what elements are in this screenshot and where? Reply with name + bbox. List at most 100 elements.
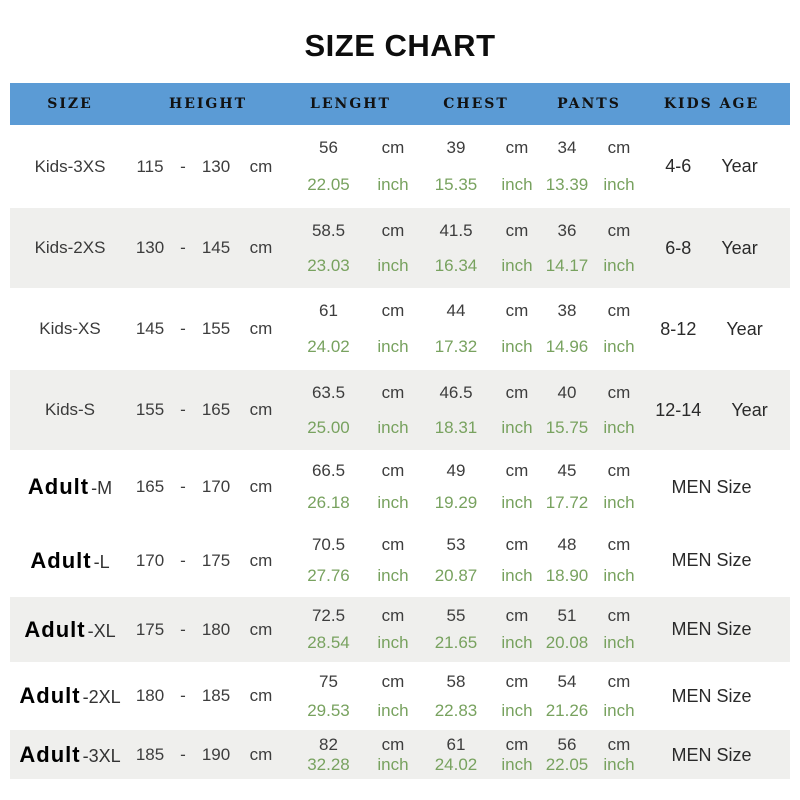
chest-inch-unit: inch: [501, 255, 533, 275]
length-cm-value: 70.5: [311, 534, 346, 554]
length-inch-value: 25.00: [307, 417, 350, 437]
height-range-dash: -: [180, 400, 186, 419]
age-value: MEN Size: [671, 550, 752, 570]
height-min-value: 115: [136, 156, 164, 176]
length-inch-value: 22.05: [307, 174, 350, 194]
pants-inch-value: 13.39: [545, 174, 589, 194]
length-cm-unit: cm: [381, 382, 405, 402]
chest-inch-value: 17.32: [434, 337, 478, 356]
height-min-value: 155: [135, 400, 165, 419]
chest-inch-value: 16.34: [434, 255, 478, 275]
chest-cm-unit: cm: [505, 605, 529, 625]
height-range-dash: -: [180, 319, 186, 338]
height-min-value: 165: [135, 477, 165, 496]
age-cell: MEN Size: [641, 477, 782, 498]
chest-inch-value: 19.29: [434, 493, 478, 512]
length-cm-value: 61: [319, 301, 338, 320]
length-cm-value: 66.5: [311, 461, 346, 480]
pants-inch-unit: inch: [603, 755, 635, 774]
chest-cm-value: 61: [446, 735, 466, 754]
table-row: Adult -M 165 - 170 cm 66.5 cm 26.18 inch …: [10, 450, 790, 524]
height-unit: cm: [249, 619, 273, 639]
age-cell: MEN Size: [641, 619, 782, 640]
length-inch-unit: inch: [377, 700, 409, 720]
height-range-dash: -: [180, 238, 186, 257]
length-inch-unit: inch: [377, 493, 409, 512]
height-range-dash: -: [180, 156, 186, 176]
height-min-value: 180: [135, 686, 165, 705]
table-row: Adult -3XL 185 - 190 cm 82 cm 32.28 inch …: [10, 730, 790, 779]
age-cell: MEN Size: [641, 550, 782, 571]
age-value: MEN Size: [671, 685, 752, 706]
chest-inch-value: 21.65: [434, 633, 478, 653]
pants-cm-unit: cm: [607, 605, 631, 625]
age-value: MEN Size: [671, 619, 752, 639]
length-cm-unit: cm: [381, 735, 405, 754]
height-unit: cm: [249, 400, 273, 419]
column-header-pants: PANTS: [557, 96, 621, 112]
height-max-value: 185: [201, 686, 231, 705]
length-inch-value: 27.76: [307, 566, 350, 586]
pants-inch-value: 17.72: [545, 493, 589, 512]
pants-cm-value: 36: [557, 220, 577, 240]
column-header-kids-age: KIDS AGE: [663, 96, 760, 112]
pants-cm-value: 48: [557, 534, 577, 554]
height-range-dash: -: [180, 745, 186, 764]
chest-cm-value: 39: [446, 138, 466, 158]
size-name: Adult: [19, 742, 81, 767]
height-min-value: 130: [135, 238, 165, 257]
height-max-value: 170: [201, 477, 231, 496]
pants-inch-value: 22.05: [545, 755, 589, 774]
size-name-cell: Adult -XL: [10, 617, 130, 643]
length-cm-unit: cm: [381, 461, 405, 480]
table-header-row: SIZE HEIGHT LENGHT CHEST PANTS KIDS AGE: [10, 83, 790, 125]
chest-cm-value: 58: [446, 671, 466, 691]
size-name-suffix: -3XL: [82, 746, 121, 766]
height-max-value: 145: [201, 238, 231, 257]
height-unit: cm: [249, 745, 273, 764]
pants-cm-unit: cm: [607, 461, 631, 480]
size-name-suffix: -2XL: [82, 687, 121, 707]
length-cm-unit: cm: [381, 220, 405, 240]
pants-inch-value: 20.08: [545, 633, 589, 653]
table-row: Kids-S 155 - 165 cm 63.5 cm 25.00 inch 4…: [10, 370, 790, 450]
chest-cm-value: 49: [446, 461, 466, 480]
table-row: Adult -XL 175 - 180 cm 72.5 cm 28.54 inch…: [10, 597, 790, 662]
height-min-value: 175: [135, 619, 165, 639]
height-unit: cm: [249, 238, 273, 257]
pants-inch-value: 14.17: [545, 255, 589, 275]
length-cm-value: 56: [319, 138, 338, 158]
length-cm-unit: cm: [381, 671, 405, 691]
age-cell: MEN Size: [641, 745, 782, 766]
pants-cm-unit: cm: [607, 671, 631, 691]
chest-cm-unit: cm: [505, 382, 529, 402]
pants-cm-value: 40: [557, 382, 577, 402]
length-cm-unit: cm: [381, 605, 405, 625]
height-min-value: 170: [135, 550, 165, 570]
column-header-height: HEIGHT: [168, 96, 248, 112]
chest-cm-unit: cm: [505, 735, 529, 754]
pants-inch-value: 14.96: [545, 337, 589, 356]
size-name-suffix: -M: [91, 478, 113, 498]
height-unit: cm: [249, 319, 273, 338]
chest-inch-value: 18.31: [434, 417, 478, 437]
length-cm-value: 63.5: [311, 382, 346, 402]
height-min-value: 185: [135, 745, 165, 764]
length-inch-unit: inch: [377, 255, 409, 275]
chest-inch-unit: inch: [501, 337, 533, 356]
height-range-dash: -: [180, 477, 186, 496]
age-cell: 6-8 Year: [641, 238, 782, 259]
age-cell: MEN Size: [641, 686, 782, 707]
height-range-dash: -: [180, 550, 186, 570]
column-header-chest: CHEST: [443, 96, 509, 112]
size-name: Kids-S: [44, 400, 96, 419]
pants-inch-unit: inch: [603, 566, 635, 586]
size-name-suffix: -L: [93, 551, 110, 572]
length-cm-value: 82: [319, 735, 338, 754]
size-name-cell: Adult -L: [10, 548, 130, 574]
size-name-suffix: -XL: [87, 620, 116, 641]
pants-cm-value: 34: [557, 138, 577, 158]
chest-inch-value: 22.83: [434, 700, 478, 720]
pants-inch-unit: inch: [603, 700, 635, 720]
chest-cm-unit: cm: [505, 461, 529, 480]
